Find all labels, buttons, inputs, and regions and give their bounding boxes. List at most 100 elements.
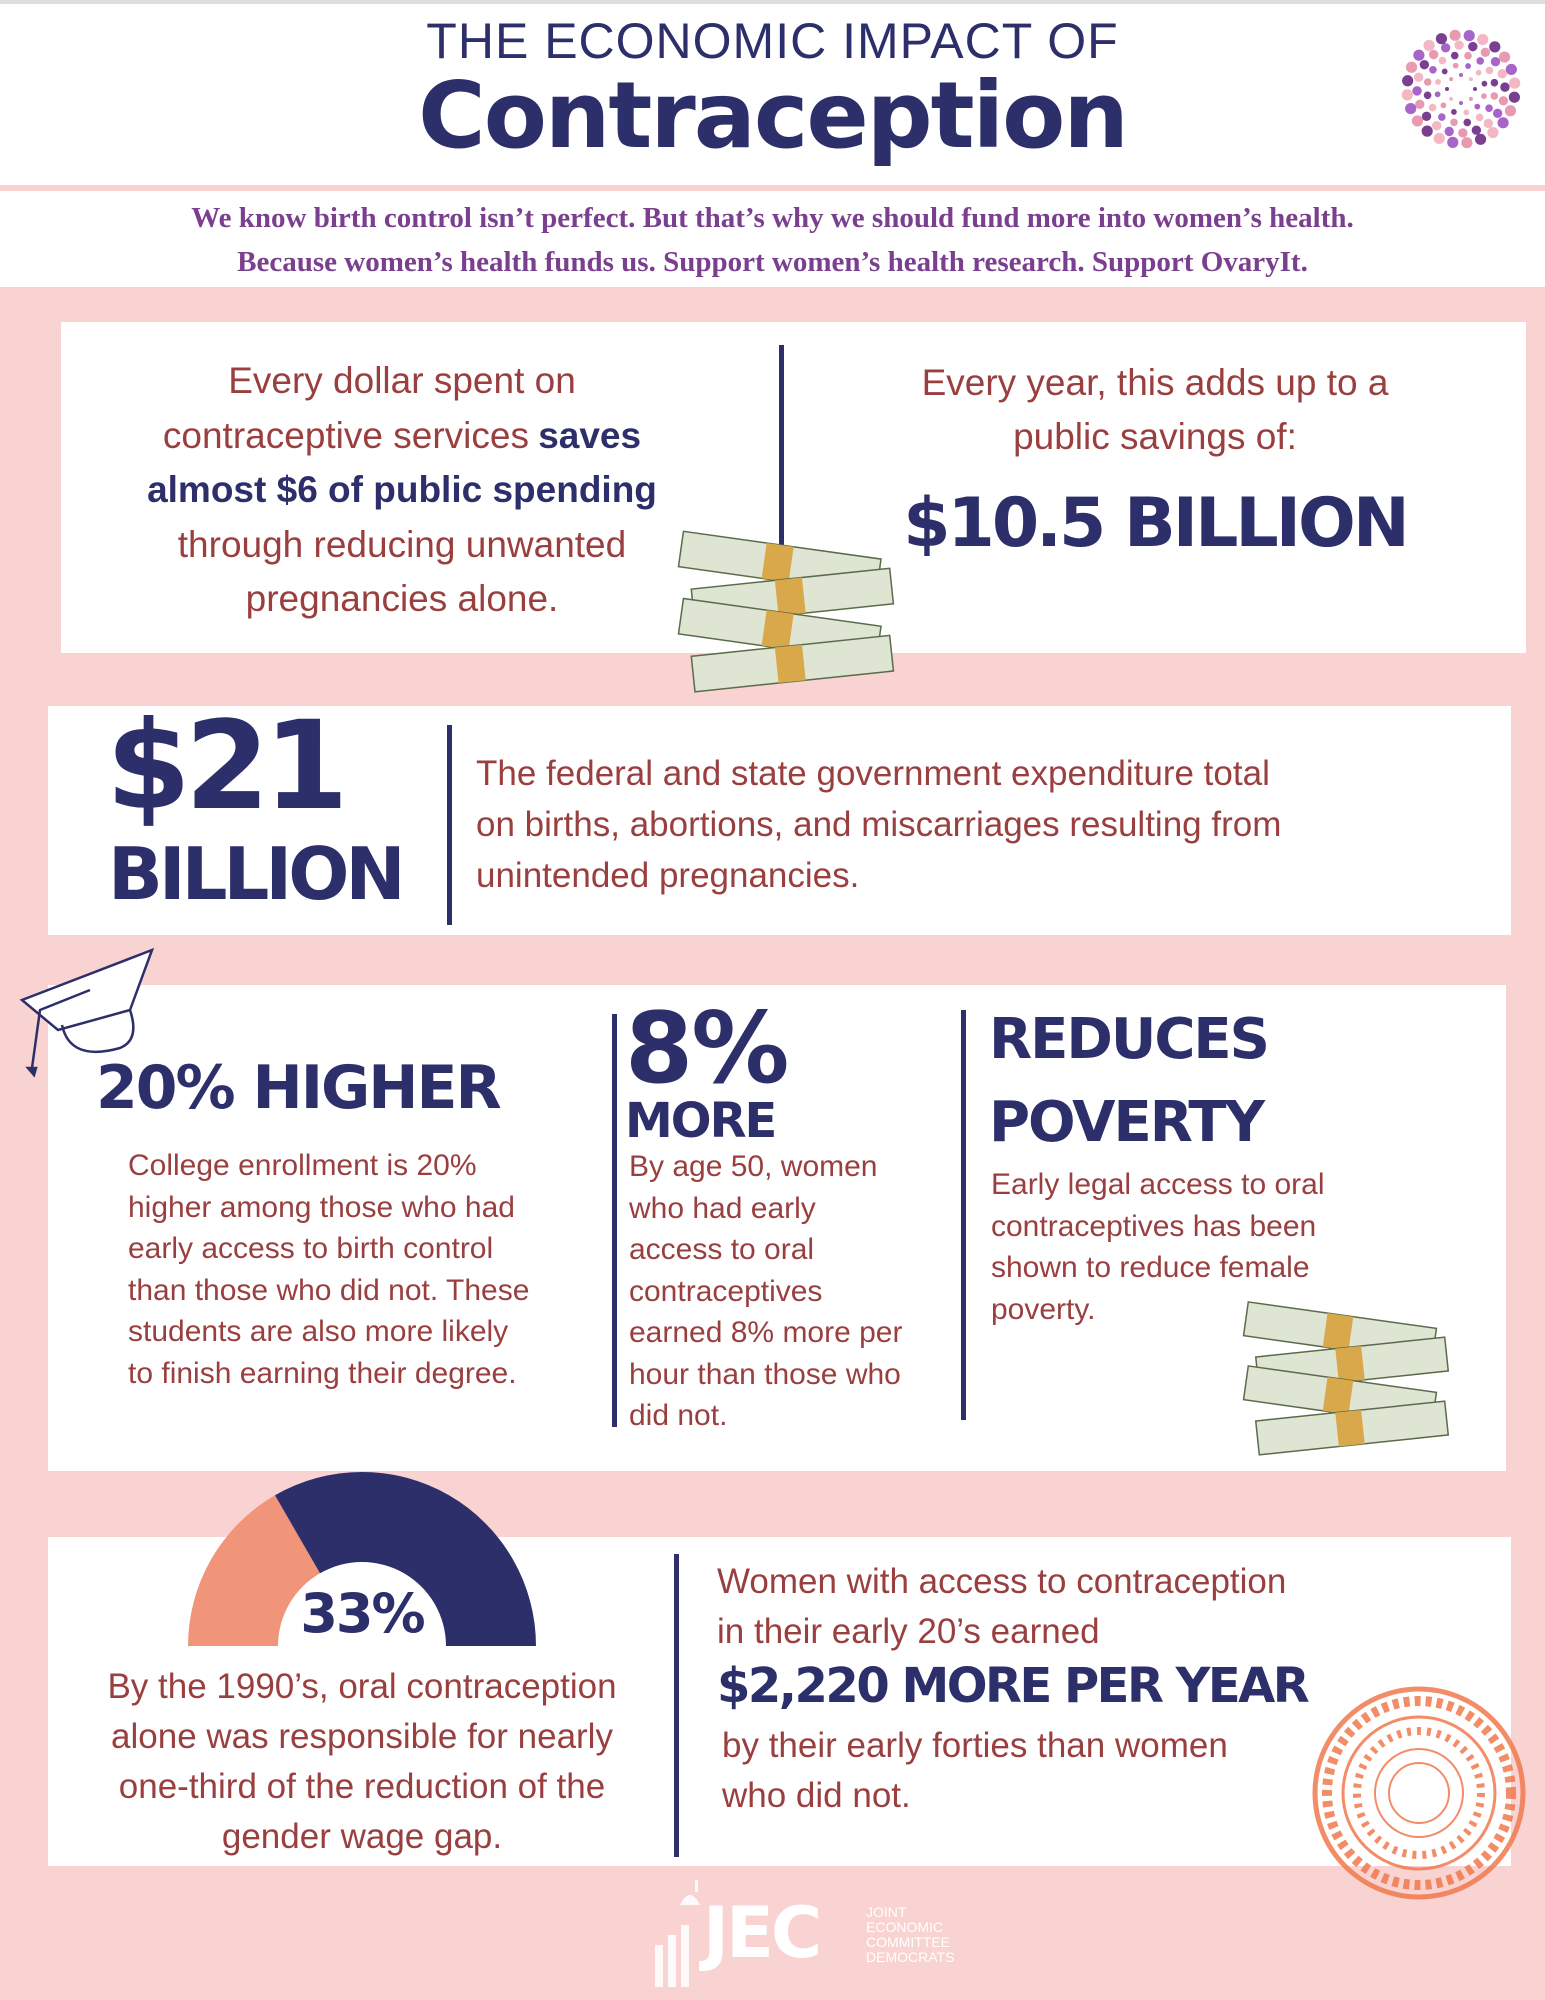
logo-dot — [1428, 103, 1437, 112]
logo-dot — [1449, 96, 1454, 101]
logo-dot — [1419, 59, 1430, 70]
logo-dots — [1401, 29, 1521, 149]
logo-dot — [1459, 101, 1463, 105]
text-line: JOINT — [866, 1904, 907, 1920]
logo-dot — [1487, 126, 1499, 139]
logo-dot — [1433, 132, 1445, 145]
logo-dot — [1449, 29, 1461, 41]
wage-gap-figure: 33% — [300, 1582, 425, 1645]
logo-dot — [1454, 40, 1464, 50]
earnings-amount: $2,220 MORE PER YEAR — [717, 1658, 1310, 1714]
text-line: COMMITTEE — [866, 1934, 950, 1950]
logo-dot — [1481, 93, 1487, 99]
logo-dot — [1474, 103, 1481, 110]
logo-dot — [1423, 39, 1435, 52]
footer-logo: JEC — [703, 1892, 822, 1974]
logo-dot — [1463, 118, 1472, 127]
footer-org: JOINT ECONOMIC COMMITTEE DEMOCRATS — [866, 1905, 954, 1965]
text-part: Every dollar spent on — [228, 360, 576, 401]
logo-dot — [1459, 73, 1463, 77]
logo-dot — [1481, 80, 1488, 87]
logo-dot — [1485, 104, 1493, 112]
text-line: one-third of the reduction of the — [118, 1767, 606, 1806]
logo-dot — [1505, 63, 1517, 76]
text-line: to finish earning their degree. — [128, 1356, 517, 1390]
emphasis: almost $6 of public spending — [147, 469, 657, 510]
logo-dot — [1451, 109, 1457, 115]
logo-dot — [1500, 82, 1510, 92]
fact-text: Early legal access to oral contraceptives… — [991, 1164, 1325, 1330]
text-line: did not. — [629, 1399, 728, 1432]
logo-dot — [1440, 102, 1447, 109]
logo-dot — [1412, 86, 1422, 96]
fact-headline: POVERTY — [989, 1090, 1265, 1155]
text-line: contraceptive services saves — [92, 409, 712, 464]
text-line: Early legal access to oral — [991, 1168, 1325, 1201]
text-line: by their early forties than women — [722, 1726, 1228, 1765]
text-line: gender wage gap. — [221, 1817, 503, 1856]
logo-dot — [1429, 66, 1437, 74]
divider — [779, 345, 784, 625]
logo-dot — [1423, 91, 1432, 100]
text-line: poverty. — [991, 1292, 1096, 1326]
logo-dot — [1421, 111, 1432, 122]
fact-text: By age 50, women who had early access to o… — [629, 1146, 903, 1437]
expenditure-text: The federal and state government expendi… — [476, 748, 1281, 901]
logo-dot — [1468, 41, 1478, 52]
logo-dot — [1489, 41, 1501, 53]
text-line: contraceptives — [629, 1274, 823, 1308]
logo-dot — [1475, 69, 1482, 76]
divider — [612, 1014, 617, 1427]
divider — [674, 1554, 679, 1857]
expenditure-amount: $21 — [106, 695, 349, 837]
logo-dot — [1483, 118, 1494, 129]
logo-dot — [1463, 109, 1470, 116]
logo-dot — [1435, 79, 1441, 85]
logo-dot — [1475, 113, 1484, 122]
logo-dot — [1498, 51, 1511, 63]
logo-dot — [1402, 75, 1414, 87]
tagline-line: We know birth control isn’t perfect. But… — [191, 202, 1354, 234]
logo-dot — [1474, 133, 1487, 145]
fact-headline: MORE — [625, 1093, 777, 1149]
tagline-band — [0, 191, 1545, 287]
logo-dot — [1413, 72, 1424, 82]
logo-dot — [1444, 126, 1454, 137]
logo-dot — [1508, 91, 1520, 103]
text-line: alone was responsible for nearly — [111, 1717, 613, 1756]
logo-dot — [1431, 120, 1442, 131]
logo-dot — [1405, 102, 1417, 115]
tagline-line: Because women’s health funds us. Support… — [237, 246, 1308, 278]
logo-dot — [1421, 125, 1433, 137]
text-line: Every year, this adds up to a — [921, 362, 1389, 403]
text-part: pregnancies alone. — [245, 578, 559, 619]
text-line: unintended pregnancies. — [476, 856, 860, 895]
logo-dot — [1449, 77, 1454, 82]
logo-dot — [1438, 113, 1446, 121]
logo-dot — [1509, 77, 1521, 89]
text-line: contraceptives has been — [991, 1209, 1317, 1243]
tagline: We know birth control isn’t perfect. But… — [0, 196, 1545, 284]
logo-dot — [1490, 92, 1499, 100]
text-line: Every dollar spent on — [92, 354, 712, 409]
logo-dot — [1447, 136, 1459, 148]
fact-text: College enrollment is 20% higher among th… — [128, 1145, 529, 1394]
text-line: By the 1990’s, oral contraception — [107, 1667, 617, 1706]
title: Contraception — [418, 62, 1129, 169]
divider — [447, 725, 452, 925]
text-line: who did not. — [722, 1776, 911, 1815]
logo-dot — [1468, 96, 1473, 101]
logo-dot — [1401, 89, 1413, 101]
text-line: public savings of: — [1013, 416, 1297, 457]
logo-dot — [1461, 137, 1473, 149]
logo-dot — [1497, 68, 1507, 79]
text-line: in their early 20’s earned — [717, 1612, 1100, 1651]
expenditure-card — [48, 706, 1511, 935]
text-line: The federal and state government expendi… — [476, 754, 1270, 793]
logo-dot — [1471, 125, 1482, 135]
text-line: who had early — [629, 1191, 816, 1225]
logo-dot — [1450, 51, 1459, 60]
expenditure-unit: BILLION — [108, 832, 406, 916]
logo-dot — [1490, 78, 1499, 87]
